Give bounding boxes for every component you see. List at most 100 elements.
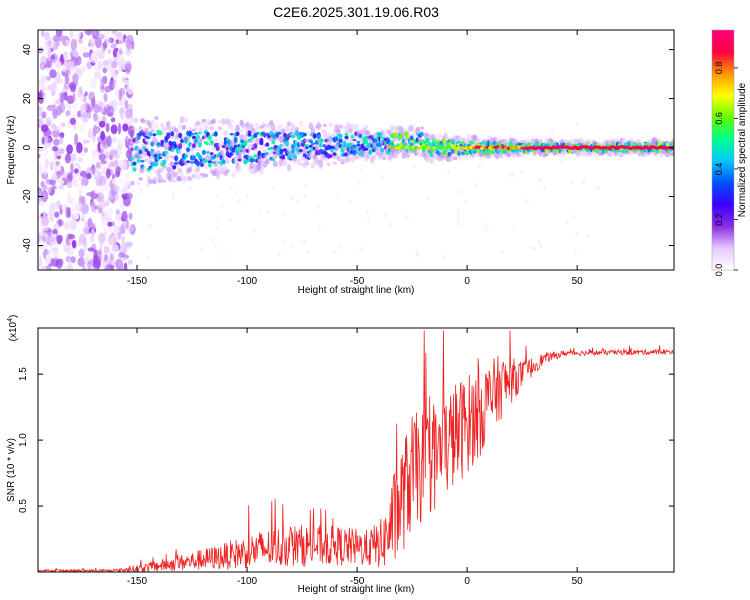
heatmap-cell <box>59 258 64 266</box>
heatmap-cell <box>267 210 271 215</box>
heatmap-cell <box>152 133 157 137</box>
heatmap-cell <box>220 203 223 208</box>
heatmap-cell <box>225 169 230 173</box>
heatmap-cell <box>125 63 131 70</box>
heatmap-cell <box>281 154 286 158</box>
heatmap-cell <box>228 217 232 222</box>
heatmap-cell <box>77 175 83 181</box>
heatmap-cell <box>283 132 288 138</box>
heatmap-cell <box>125 108 132 119</box>
y-tick-label: 1.5 <box>18 367 29 381</box>
heatmap-cell <box>121 222 126 235</box>
heatmap-cell <box>74 30 81 40</box>
heatmap-cell <box>304 161 310 166</box>
heatmap-cell <box>83 238 88 251</box>
heatmap-cell <box>132 127 137 131</box>
heatmap-cell <box>55 161 60 166</box>
heatmap-cell <box>136 181 141 185</box>
heatmap-cell <box>128 225 134 232</box>
spectrogram-x-label: Height of straight line (km) <box>298 285 415 296</box>
colorbar: 0.0 0.2 0.4 0.6 0.8 Normalized spectral ampl… <box>711 29 748 276</box>
heatmap-cell <box>282 158 288 167</box>
heatmap-cell <box>512 227 516 232</box>
heatmap-cell <box>42 236 46 241</box>
heatmap-cell <box>110 79 117 84</box>
heatmap-cell <box>339 245 343 250</box>
heatmap-cell <box>121 76 126 83</box>
heatmap-cell <box>486 222 490 227</box>
heatmap-cell <box>356 140 361 144</box>
heatmap-cell <box>92 258 101 269</box>
heatmap-cell <box>70 84 76 93</box>
heatmap-cell <box>275 138 280 143</box>
heatmap-cell <box>102 196 107 201</box>
heatmap-cell <box>170 168 175 173</box>
heatmap-cell <box>101 215 106 225</box>
heatmap-cell <box>190 132 194 136</box>
heatmap-cell <box>255 132 260 135</box>
heatmap-cell <box>160 167 165 173</box>
heatmap-cell <box>366 130 371 136</box>
heatmap-cell <box>289 243 293 248</box>
heatmap-cell <box>110 124 118 135</box>
heatmap-cell <box>94 188 100 194</box>
heatmap-cell <box>63 221 70 231</box>
y-tick-label: -40 <box>22 238 33 253</box>
figure-title: C2E6.2025.301.19.06.R03 <box>273 4 439 20</box>
heatmap-cell <box>437 133 442 139</box>
heatmap-cell <box>56 234 63 245</box>
heatmap-cell <box>117 138 123 151</box>
heatmap-cell <box>229 119 234 123</box>
heatmap-cell <box>47 248 54 255</box>
heatmap-cell <box>281 128 286 134</box>
heatmap-cell <box>178 143 183 150</box>
heatmap-cell <box>74 168 79 174</box>
heatmap-cell <box>51 229 58 235</box>
heatmap-cell <box>83 227 90 235</box>
heatmap-cell <box>106 136 111 145</box>
heatmap-cell <box>38 233 42 243</box>
heatmap-cell <box>209 126 215 131</box>
heatmap-cell <box>172 165 177 170</box>
heatmap-cell <box>233 137 238 143</box>
heatmap-cell <box>216 216 220 221</box>
heatmap-cell <box>85 252 89 263</box>
heatmap-cell <box>43 227 52 233</box>
heatmap-cell <box>90 201 96 213</box>
heatmap-cell <box>154 122 159 130</box>
heatmap-cell <box>253 154 258 158</box>
heatmap-cell <box>290 195 294 200</box>
heatmap-cell <box>183 162 189 167</box>
heatmap-cell <box>65 110 71 117</box>
heatmap-cell <box>41 111 47 119</box>
heatmap-cell <box>255 122 260 127</box>
heatmap-cell <box>91 163 96 176</box>
heatmap-cell <box>205 126 211 130</box>
heatmap-cell <box>419 126 424 130</box>
heatmap-cell <box>247 133 252 137</box>
heatmap-cell <box>223 171 228 177</box>
heatmap-cell <box>338 124 343 129</box>
heatmap-cell <box>539 244 543 249</box>
heatmap-cell <box>125 241 133 248</box>
heatmap-cell <box>66 178 73 189</box>
heatmap-cell <box>79 124 86 132</box>
heatmap-cell <box>346 154 351 163</box>
heatmap-cell <box>172 190 176 195</box>
heatmap-cell <box>484 228 488 233</box>
heatmap-cell <box>425 137 430 143</box>
heatmap-cell <box>90 166 98 174</box>
heatmap-cell <box>249 156 254 159</box>
heatmap-cell <box>302 153 307 157</box>
heatmap-cell <box>107 49 111 54</box>
heatmap-cell <box>506 150 512 159</box>
heatmap-cell <box>103 228 107 235</box>
heatmap-cell <box>38 79 45 85</box>
heatmap-cell <box>108 37 115 44</box>
heatmap-cell <box>364 139 369 145</box>
heatmap-cell <box>364 124 369 129</box>
heatmap-cell <box>201 118 207 123</box>
heatmap-cell <box>44 158 49 169</box>
heatmap-cell <box>46 235 55 243</box>
heatmap-cell <box>50 161 54 171</box>
